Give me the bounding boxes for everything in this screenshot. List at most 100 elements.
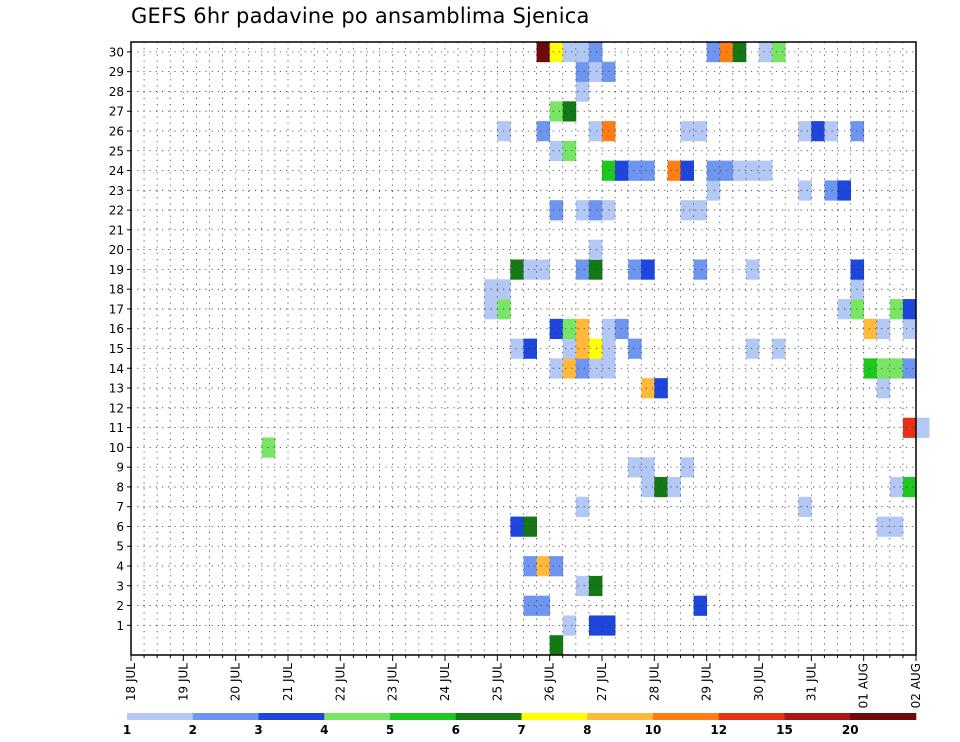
y-tick-label: 30 bbox=[109, 45, 124, 59]
precip-cell bbox=[536, 121, 551, 142]
precip-cell bbox=[575, 259, 590, 280]
precip-cell bbox=[693, 259, 708, 280]
legend-swatch bbox=[324, 713, 391, 720]
y-tick-label: 7 bbox=[116, 500, 124, 514]
precip-cell bbox=[588, 42, 603, 63]
y-tick-label: 29 bbox=[109, 65, 124, 79]
precip-cell bbox=[562, 338, 577, 359]
x-tick-label: 26 JUL bbox=[543, 663, 557, 701]
precip-cell bbox=[523, 338, 537, 359]
legend-label: 12 bbox=[710, 723, 727, 737]
legend-label: 6 bbox=[452, 723, 460, 737]
precip-cell bbox=[588, 121, 603, 142]
y-tick-label: 11 bbox=[109, 421, 124, 435]
precip-cell bbox=[549, 318, 564, 340]
precip-cell bbox=[693, 200, 708, 221]
precip-cell bbox=[641, 259, 655, 280]
legend-label: 10 bbox=[645, 723, 662, 737]
precip-cell bbox=[641, 457, 655, 478]
y-tick-label: 28 bbox=[109, 85, 124, 99]
chart-title: GEFS 6hr padavine po ansamblima Sjenica bbox=[131, 4, 590, 28]
precip-cell bbox=[536, 42, 551, 63]
legend-label: 8 bbox=[583, 723, 591, 737]
precip-cell bbox=[549, 42, 564, 63]
precip-cell bbox=[562, 101, 577, 122]
precip-cell bbox=[562, 358, 577, 379]
legend-swatch bbox=[784, 713, 851, 720]
y-tick-label: 15 bbox=[109, 342, 124, 356]
precip-cell bbox=[588, 358, 603, 379]
precip-cell bbox=[588, 575, 603, 597]
x-tick-label: 27 JUL bbox=[595, 663, 609, 701]
y-tick-label: 22 bbox=[109, 204, 124, 218]
precip-cell bbox=[654, 477, 668, 498]
precip-cell bbox=[680, 457, 694, 478]
y-tick-label: 19 bbox=[109, 263, 124, 277]
precip-cell bbox=[876, 516, 891, 537]
x-tick-label: 21 JUL bbox=[281, 663, 295, 701]
precip-cell bbox=[889, 299, 904, 320]
legend-label: 2 bbox=[189, 723, 197, 737]
y-tick-label: 10 bbox=[109, 441, 124, 455]
y-tick-label: 1 bbox=[116, 619, 124, 633]
precip-cell bbox=[588, 61, 603, 82]
precip-cell bbox=[562, 42, 577, 63]
precip-cell bbox=[759, 42, 773, 63]
precip-cell bbox=[536, 595, 551, 616]
precip-cell bbox=[549, 101, 564, 122]
precip-cell bbox=[549, 635, 564, 656]
y-tick-label: 12 bbox=[109, 401, 124, 415]
precip-cell bbox=[549, 140, 564, 162]
precip-cell bbox=[916, 417, 930, 438]
precip-cell bbox=[510, 516, 524, 537]
legend-swatch bbox=[653, 713, 720, 720]
precip-cell bbox=[902, 318, 917, 340]
x-tick-label: 02 AUG bbox=[909, 663, 923, 708]
y-tick-label: 4 bbox=[116, 560, 124, 574]
legend-swatch bbox=[127, 713, 194, 720]
precip-cell bbox=[575, 496, 590, 517]
y-tick-label: 17 bbox=[109, 302, 124, 316]
precip-cell bbox=[588, 200, 603, 221]
x-tick-label: 28 JUL bbox=[647, 663, 661, 701]
precip-cell bbox=[549, 200, 564, 221]
y-tick-label: 16 bbox=[109, 322, 124, 336]
precip-cell bbox=[654, 378, 668, 399]
precip-cell bbox=[745, 259, 760, 280]
precip-cell bbox=[824, 121, 838, 142]
precip-cell bbox=[628, 338, 642, 359]
y-tick-label: 25 bbox=[109, 144, 124, 158]
precip-cell bbox=[680, 160, 694, 181]
precip-cell bbox=[667, 477, 681, 498]
y-tick-label: 21 bbox=[109, 223, 124, 237]
y-tick-label: 5 bbox=[116, 540, 124, 554]
x-tick-label: 30 JUL bbox=[752, 663, 766, 701]
precip-cell bbox=[667, 160, 681, 181]
precip-cell bbox=[811, 121, 825, 142]
x-tick-label: 01 AUG bbox=[857, 663, 871, 708]
y-tick-label: 8 bbox=[116, 480, 124, 494]
y-tick-label: 9 bbox=[116, 461, 124, 475]
legend-swatch bbox=[258, 713, 325, 720]
legend-label: 20 bbox=[842, 723, 859, 737]
x-tick-label: 19 JUL bbox=[176, 663, 190, 701]
precip-cell bbox=[510, 259, 524, 280]
y-tick-label: 2 bbox=[116, 599, 124, 613]
precip-cell bbox=[902, 299, 917, 320]
precip-cell bbox=[588, 259, 603, 280]
precip-cell bbox=[706, 160, 721, 181]
precip-cell bbox=[562, 318, 577, 340]
precip-cell bbox=[706, 180, 721, 201]
precip-cell bbox=[628, 160, 642, 181]
precip-cell bbox=[523, 595, 537, 616]
legend-label: 3 bbox=[254, 723, 262, 737]
precip-cell bbox=[706, 42, 721, 63]
precip-cell bbox=[876, 378, 891, 399]
precip-cell bbox=[759, 160, 773, 181]
axis-layer: 1234567891011121314151617181920212223242… bbox=[109, 41, 923, 708]
legend-swatch bbox=[718, 713, 785, 720]
y-tick-label: 14 bbox=[109, 362, 124, 376]
precip-cell bbox=[798, 121, 812, 142]
precip-cell bbox=[772, 338, 786, 359]
